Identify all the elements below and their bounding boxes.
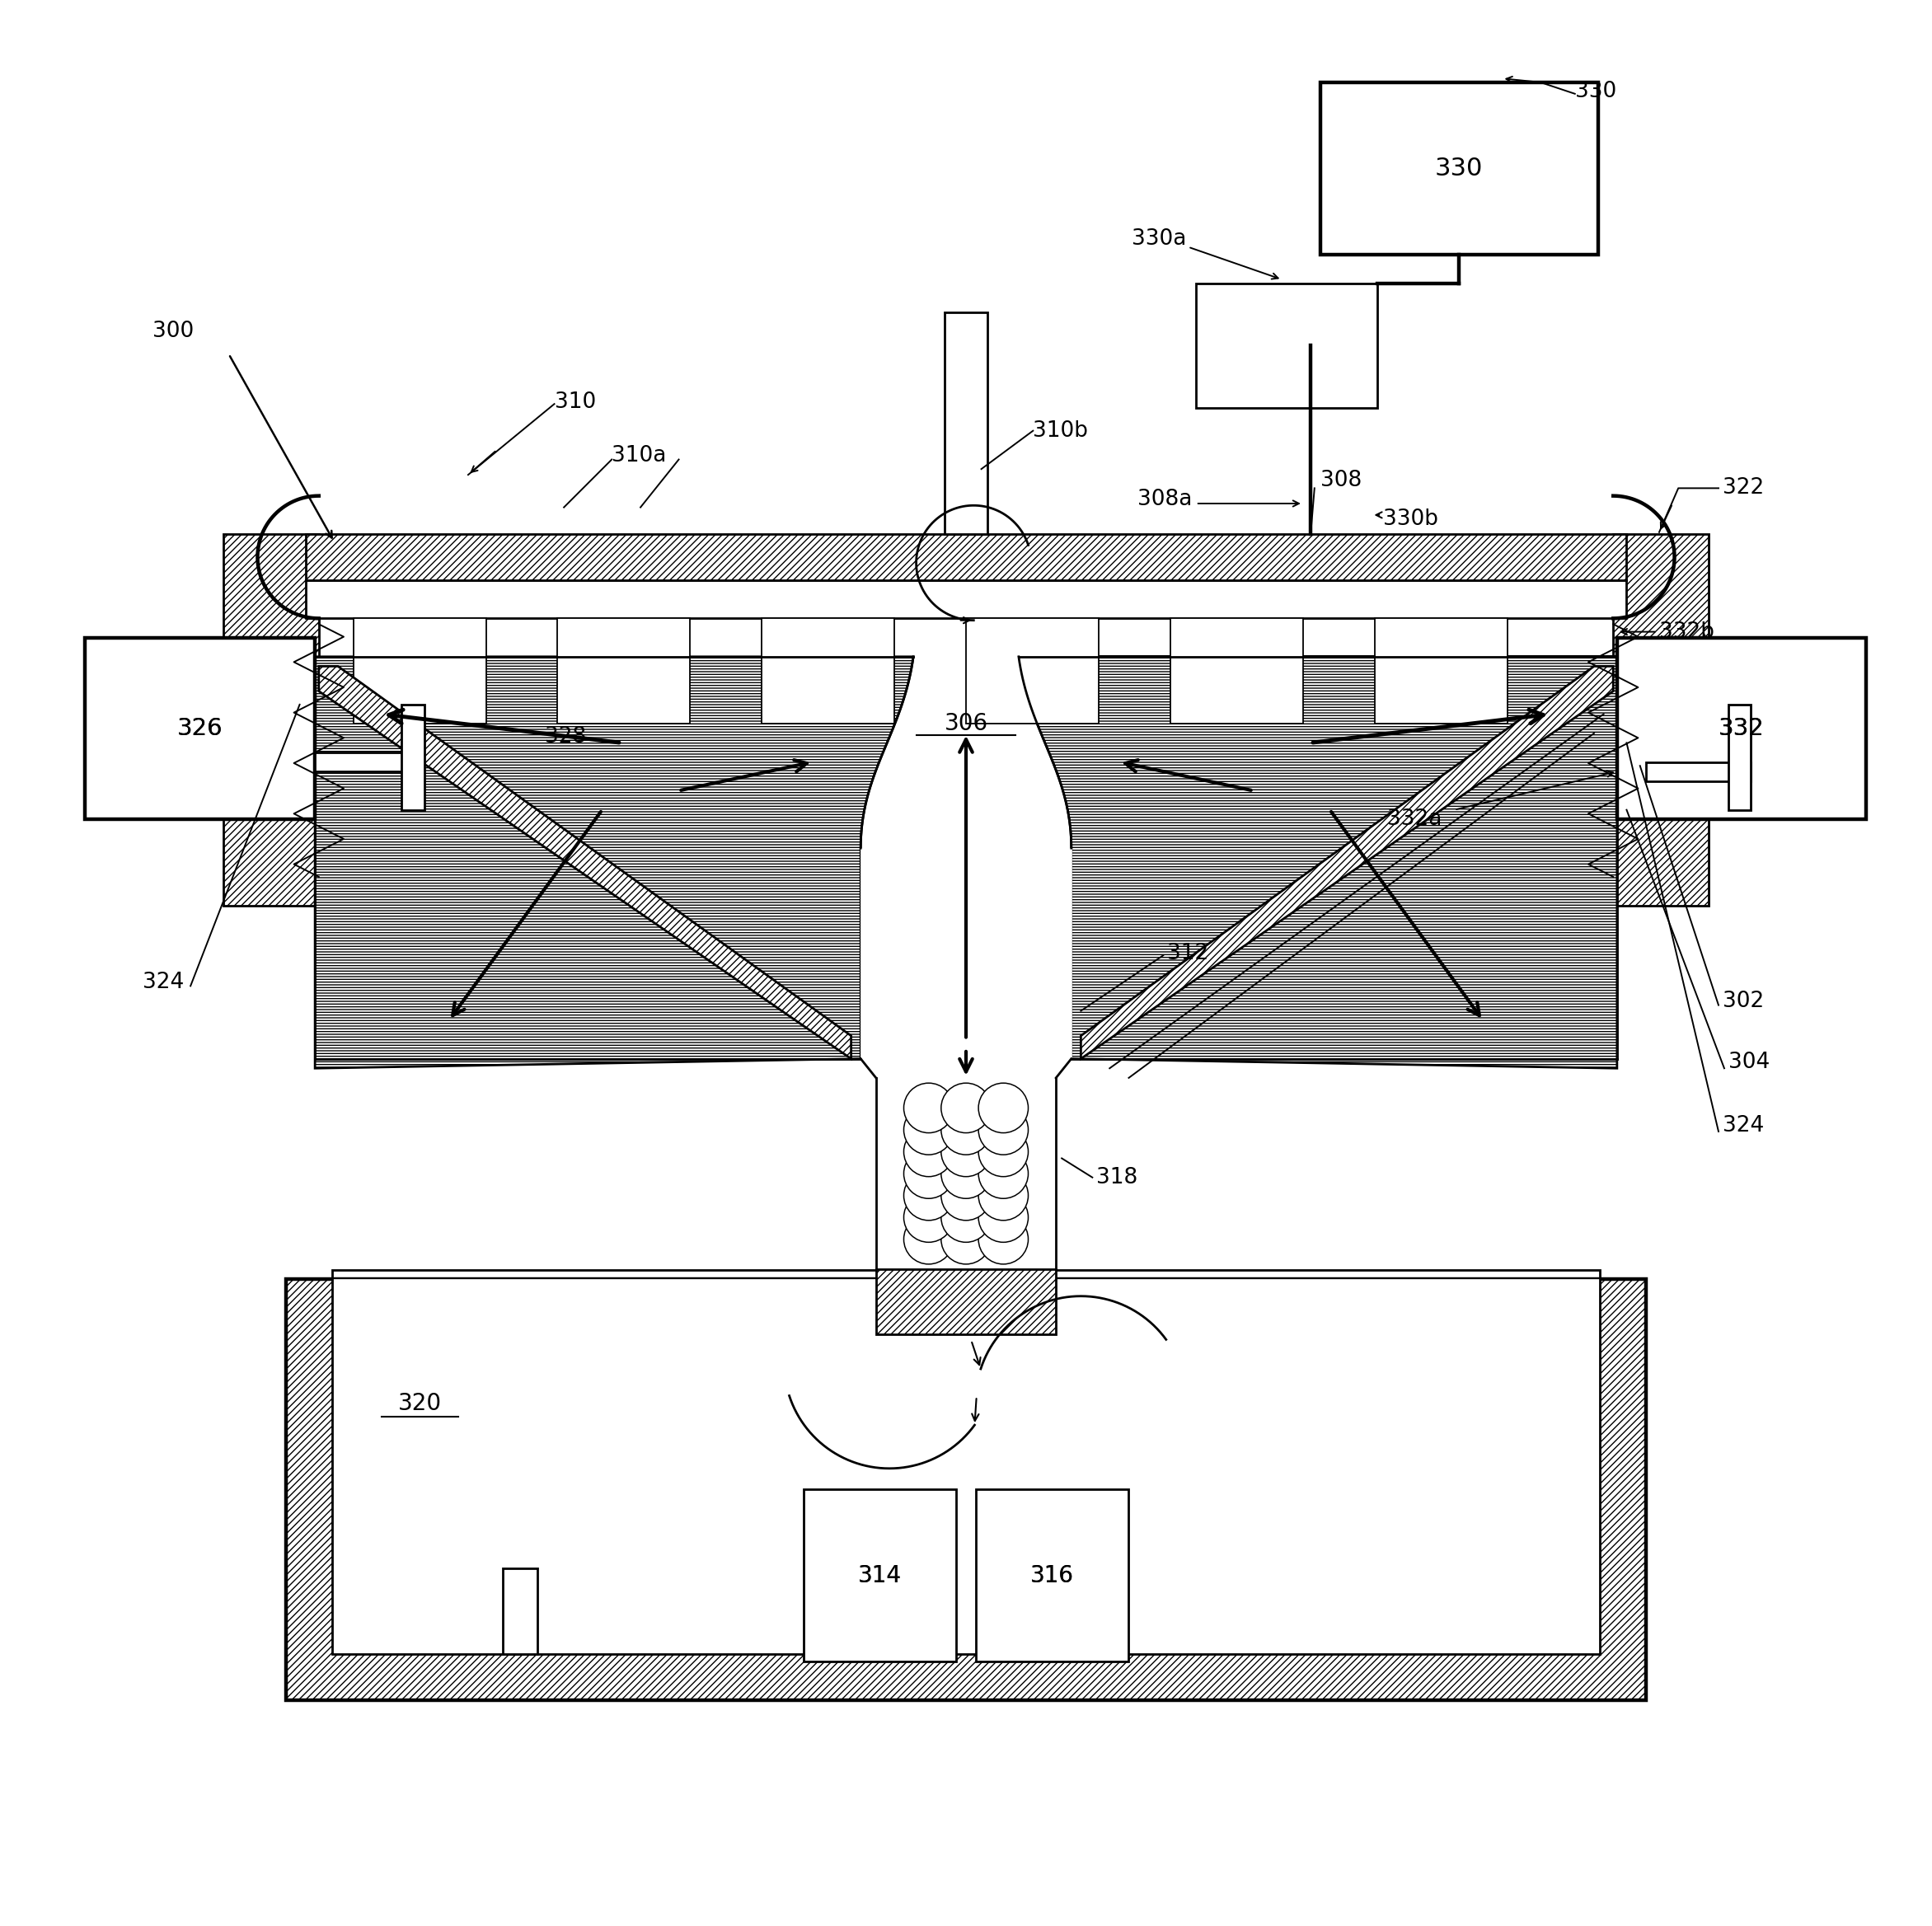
Polygon shape <box>319 666 852 1059</box>
Text: 314: 314 <box>858 1564 902 1587</box>
Text: 324: 324 <box>1721 1115 1764 1136</box>
Text: 324: 324 <box>143 971 184 994</box>
Text: 306: 306 <box>945 713 987 736</box>
Text: 326: 326 <box>178 716 222 740</box>
Bar <box>1646 763 1750 782</box>
Bar <box>966 618 1099 724</box>
Text: 310b: 310b <box>1034 420 1088 441</box>
Text: 332a: 332a <box>1387 809 1441 830</box>
Circle shape <box>978 1127 1028 1177</box>
Bar <box>1613 534 1710 905</box>
Circle shape <box>941 1127 991 1177</box>
Circle shape <box>904 1171 954 1221</box>
Text: 322: 322 <box>1721 478 1764 499</box>
Circle shape <box>904 1127 954 1177</box>
Circle shape <box>978 1148 1028 1198</box>
Text: 320: 320 <box>398 1392 442 1416</box>
Circle shape <box>941 1192 991 1242</box>
Circle shape <box>978 1192 1028 1242</box>
Text: 328: 328 <box>545 726 585 747</box>
Text: 332: 332 <box>1718 716 1764 740</box>
Bar <box>332 1269 1600 1654</box>
Circle shape <box>941 1171 991 1221</box>
Circle shape <box>904 1082 954 1132</box>
Text: 302: 302 <box>1721 990 1764 1011</box>
Text: 332: 332 <box>1718 716 1764 740</box>
Bar <box>875 1269 1057 1335</box>
Circle shape <box>941 1215 991 1263</box>
Text: 326: 326 <box>178 716 222 740</box>
Circle shape <box>978 1082 1028 1132</box>
Text: 300: 300 <box>153 320 193 343</box>
Bar <box>305 534 1627 580</box>
Text: 310: 310 <box>554 391 595 412</box>
Bar <box>804 1489 956 1662</box>
Text: 330: 330 <box>1435 156 1484 181</box>
Bar <box>286 1279 1646 1701</box>
Circle shape <box>978 1171 1028 1221</box>
Polygon shape <box>1080 666 1613 1059</box>
Bar <box>558 618 690 724</box>
Bar <box>1727 705 1750 809</box>
Circle shape <box>941 1082 991 1132</box>
Text: 318: 318 <box>1095 1167 1138 1188</box>
Text: 330a: 330a <box>1132 229 1186 250</box>
Circle shape <box>941 1148 991 1198</box>
Text: 330: 330 <box>1575 81 1617 102</box>
Polygon shape <box>315 657 914 1069</box>
Text: 304: 304 <box>1727 1052 1770 1073</box>
Bar <box>761 618 895 724</box>
Text: 332b: 332b <box>1660 620 1714 643</box>
Polygon shape <box>860 847 1072 1059</box>
Text: 314: 314 <box>858 1564 902 1587</box>
Text: 308: 308 <box>1320 470 1362 491</box>
Circle shape <box>978 1106 1028 1156</box>
Bar <box>402 705 425 809</box>
Bar <box>1320 83 1598 254</box>
Text: 330b: 330b <box>1383 508 1439 530</box>
Circle shape <box>904 1215 954 1263</box>
Text: 308a: 308a <box>1138 489 1192 510</box>
Bar <box>222 534 319 905</box>
Polygon shape <box>1018 657 1617 1069</box>
Bar <box>1374 618 1507 724</box>
Bar <box>354 618 487 724</box>
Bar <box>315 753 421 772</box>
Bar <box>976 1489 1128 1662</box>
Bar <box>945 312 987 534</box>
Circle shape <box>904 1106 954 1156</box>
Circle shape <box>978 1215 1028 1263</box>
Circle shape <box>904 1148 954 1198</box>
Text: 312: 312 <box>1167 942 1209 965</box>
Circle shape <box>941 1106 991 1156</box>
Text: 316: 316 <box>1030 1564 1074 1587</box>
Bar <box>502 1568 537 1654</box>
Text: 310a: 310a <box>612 445 667 466</box>
Text: 316: 316 <box>1030 1564 1074 1587</box>
Bar <box>1171 618 1302 724</box>
Bar <box>1617 638 1866 819</box>
Bar <box>85 638 315 819</box>
Bar <box>305 580 1627 618</box>
Bar <box>332 1279 1600 1654</box>
Bar <box>1196 283 1378 408</box>
Circle shape <box>904 1192 954 1242</box>
